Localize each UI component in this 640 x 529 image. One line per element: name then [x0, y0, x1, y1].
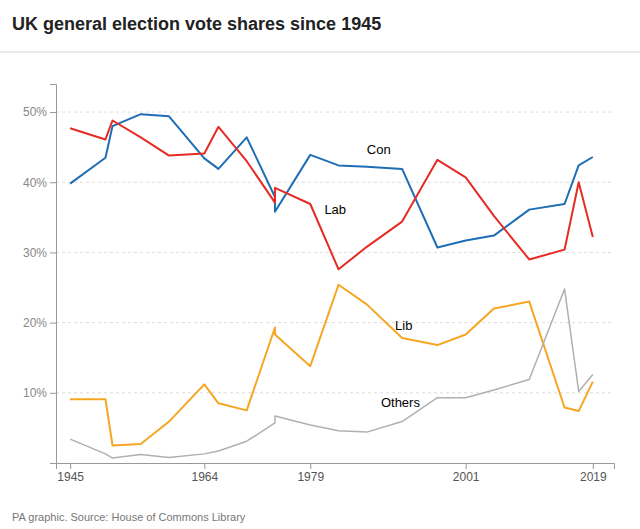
x-tick: 2001	[453, 463, 480, 484]
annotation: Others	[381, 395, 421, 410]
title-rule	[0, 52, 640, 53]
x-tick: 1979	[297, 463, 324, 484]
x-tick-mark	[466, 463, 467, 469]
x-tick-label: 1945	[57, 470, 84, 484]
grid-line	[56, 252, 614, 253]
y-tick-mark	[50, 393, 56, 394]
y-tick-label: 20%	[23, 316, 47, 330]
title: UK general election vote shares since 19…	[12, 14, 381, 34]
y-tick-label: 30%	[23, 246, 47, 260]
x-tick-label: 2001	[453, 470, 480, 484]
y-tick-label: 40%	[23, 176, 47, 190]
y-tick-mark	[50, 252, 56, 253]
y-tick-mark	[50, 323, 56, 324]
x-tick-mark	[593, 463, 594, 469]
y-tick: 30%	[23, 246, 56, 260]
grid-line	[56, 112, 614, 113]
y-tick: 50%	[23, 105, 56, 119]
x-axis: 1945 1964 1979 2001 2019	[57, 463, 615, 484]
grid-line	[56, 392, 614, 393]
grid-line	[56, 322, 614, 323]
caption: PA graphic. Source: House of Commons Lib…	[12, 511, 246, 523]
x-axis-line	[57, 464, 615, 470]
series-line	[70, 120, 593, 269]
y-axis: 10% 20% 30% 40% 50%	[23, 85, 57, 464]
annotation: Lib	[395, 318, 412, 333]
y-tick: 40%	[23, 176, 56, 190]
x-tick-label: 2019	[580, 470, 607, 484]
annotations: Con Lab Lib Others	[324, 142, 420, 410]
x-tick: 2019	[580, 463, 607, 484]
y-tick: 20%	[23, 316, 56, 330]
y-axis-line	[50, 85, 57, 464]
annotation: Con	[367, 142, 391, 157]
series-line	[70, 289, 593, 458]
series-line	[70, 114, 593, 247]
y-tick-label: 10%	[23, 386, 47, 400]
x-tick-label: 1964	[191, 470, 218, 484]
y-tick-mark	[50, 182, 56, 183]
y-tick-label: 50%	[23, 105, 47, 119]
x-tick: 1945	[57, 463, 84, 484]
x-tick-mark	[310, 463, 311, 469]
series-line	[70, 285, 593, 446]
plot-area	[70, 114, 593, 458]
x-tick-mark	[70, 463, 71, 469]
grid-line	[56, 182, 614, 183]
chart: UK general election vote shares since 19…	[0, 0, 640, 529]
y-tick: 10%	[23, 386, 56, 400]
y-tick-mark	[50, 112, 56, 113]
grid	[56, 112, 614, 393]
x-tick: 1964	[191, 463, 218, 484]
x-tick-mark	[204, 463, 205, 469]
annotation: Lab	[324, 202, 346, 217]
x-tick-label: 1979	[297, 470, 324, 484]
